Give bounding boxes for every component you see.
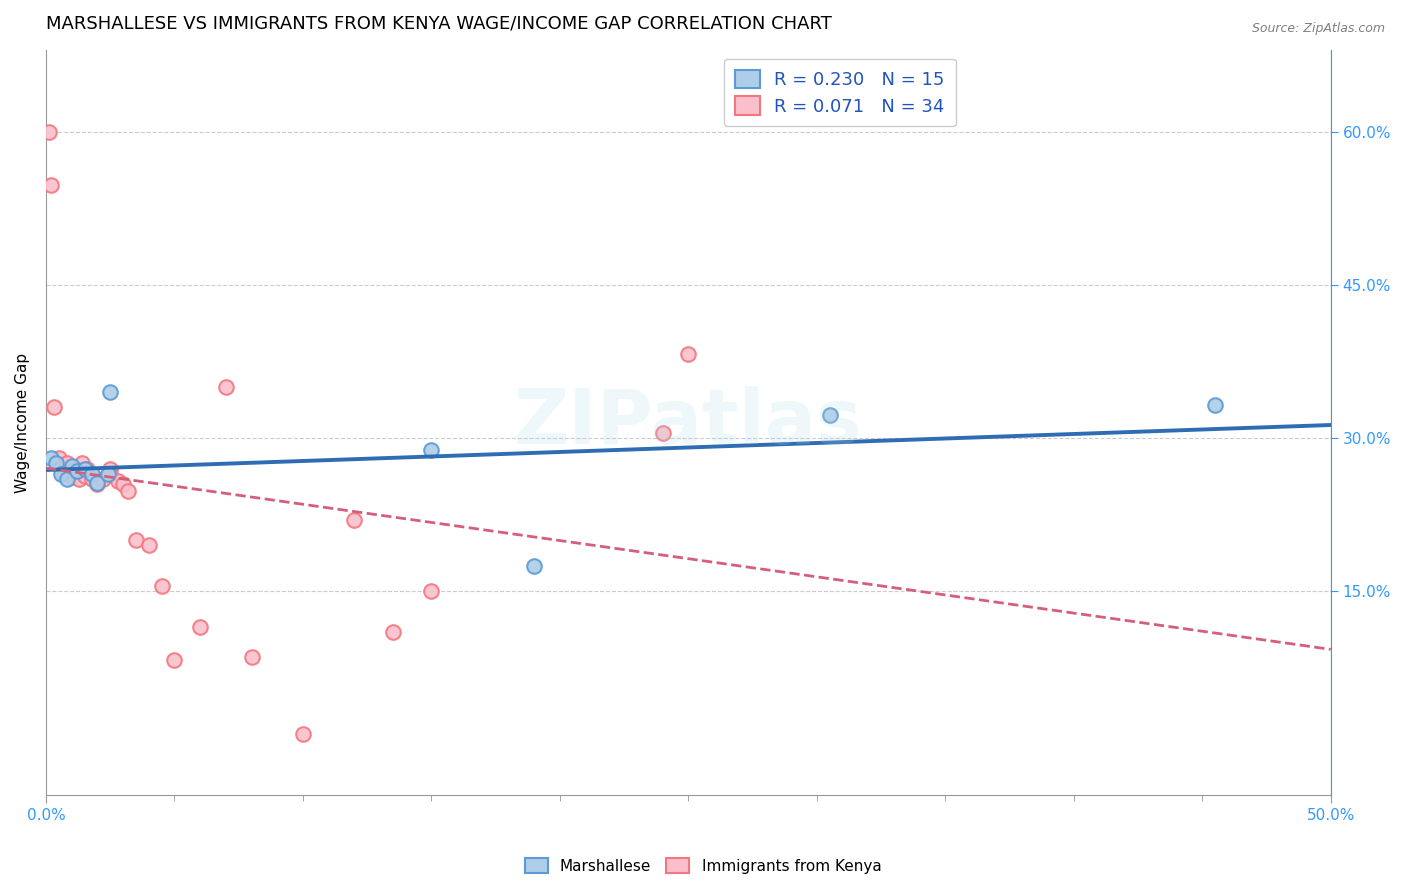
Point: [163, 653, 186, 667]
Point: [138, 538, 160, 552]
Point: [55, 472, 77, 486]
Point: [42, 401, 65, 415]
Point: [240, 650, 263, 665]
Point: [98, 384, 121, 399]
Point: [82, 472, 104, 486]
Point: [651, 425, 673, 440]
Point: [188, 620, 211, 634]
Point: [343, 512, 366, 526]
Y-axis label: Wage/Income Gap: Wage/Income Gap: [15, 352, 30, 492]
Point: [818, 409, 841, 423]
Point: [60, 469, 83, 483]
Point: [66, 464, 89, 478]
Point: [52, 467, 75, 481]
Point: [73, 461, 96, 475]
Point: [51, 467, 73, 481]
Point: [112, 476, 135, 491]
Point: [150, 579, 173, 593]
Point: [86, 476, 108, 491]
Legend: R = 0.230   N = 15, R = 0.071   N = 34: R = 0.230 N = 15, R = 0.071 N = 34: [724, 59, 956, 127]
Point: [420, 443, 443, 458]
Point: [107, 474, 129, 488]
Point: [98, 461, 121, 475]
Point: [91, 472, 114, 486]
Point: [420, 584, 443, 599]
Point: [523, 558, 546, 573]
Point: [678, 347, 700, 361]
Point: [66, 461, 89, 475]
Text: ZIPatlas: ZIPatlas: [515, 385, 863, 459]
Point: [60, 459, 83, 474]
Point: [45, 457, 67, 471]
Point: [67, 472, 90, 486]
Point: [125, 533, 148, 547]
Point: [98, 467, 121, 481]
Point: [73, 468, 96, 483]
Point: [1204, 398, 1226, 412]
Point: [39, 178, 62, 192]
Point: [58, 464, 80, 478]
Point: [381, 624, 404, 639]
Point: [117, 483, 139, 498]
Point: [70, 457, 93, 471]
Point: [82, 467, 104, 481]
Legend: Marshallese, Immigrants from Kenya: Marshallese, Immigrants from Kenya: [519, 852, 887, 880]
Point: [48, 451, 70, 466]
Point: [97, 467, 120, 481]
Point: [38, 124, 60, 138]
Point: [76, 461, 98, 475]
Text: MARSHALLESE VS IMMIGRANTS FROM KENYA WAGE/INCOME GAP CORRELATION CHART: MARSHALLESE VS IMMIGRANTS FROM KENYA WAG…: [46, 15, 832, 33]
Point: [39, 451, 62, 466]
Point: [291, 727, 314, 741]
Point: [55, 457, 77, 471]
Point: [86, 475, 108, 490]
Text: Source: ZipAtlas.com: Source: ZipAtlas.com: [1251, 22, 1385, 36]
Point: [215, 380, 238, 394]
